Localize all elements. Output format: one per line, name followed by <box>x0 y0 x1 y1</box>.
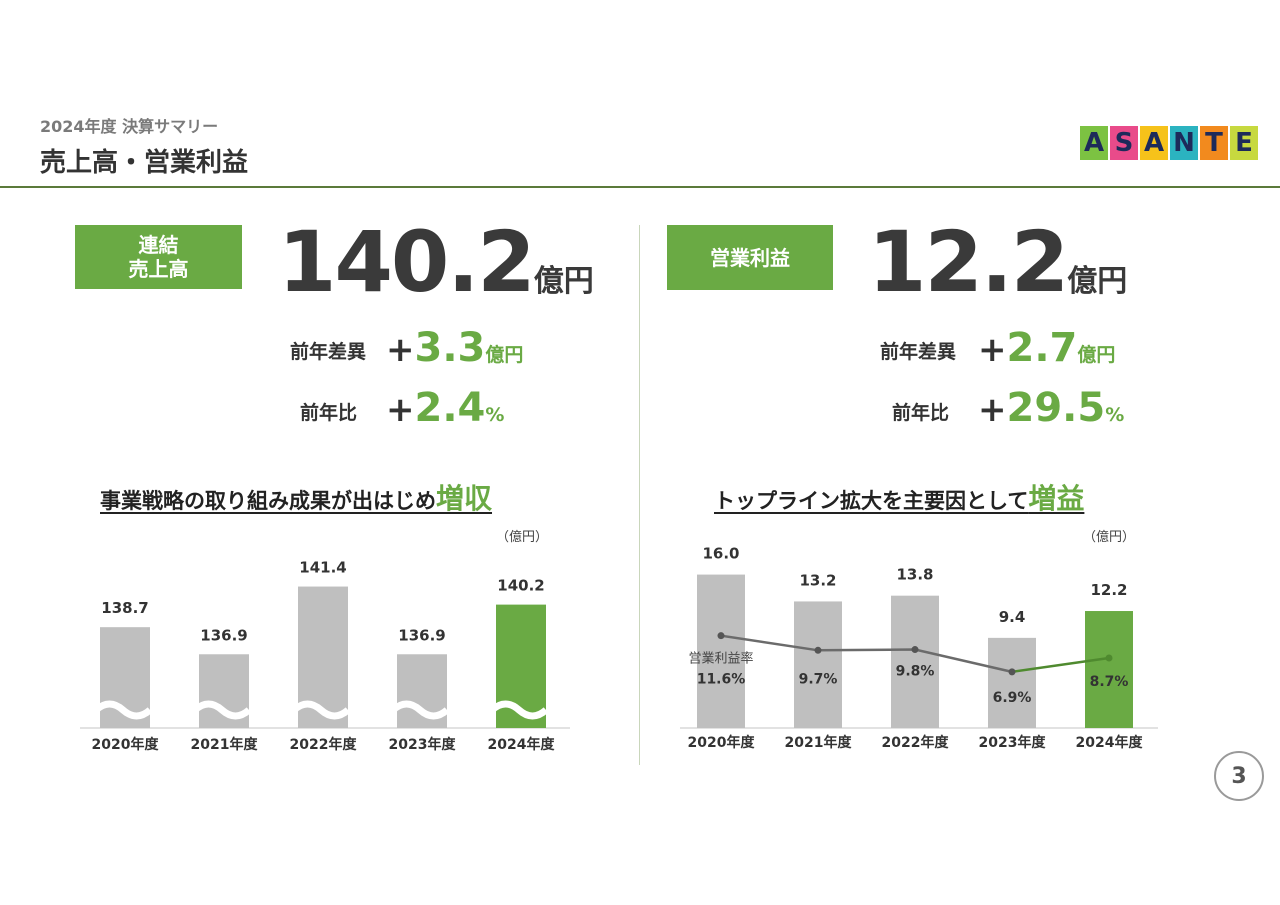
profit-margin-label: 9.7% <box>799 671 838 687</box>
profit-category-label: 2021年度 <box>785 734 853 751</box>
sales-chart-title: 事業戦略の取り組み成果が出はじめ増収 <box>100 477 492 517</box>
page-subtitle: 2024年度 決算サマリー <box>40 117 219 136</box>
sales-data-label: 136.9 <box>398 626 445 644</box>
page-title: 売上高・営業利益 <box>40 148 249 178</box>
sales-chart-unit: （億円） <box>496 530 549 545</box>
profit-unit: 億円 <box>1067 264 1128 299</box>
sales-diff-unit: 億円 <box>485 344 524 366</box>
logo-letter-4: T <box>1200 126 1228 160</box>
profit-data-label: 13.8 <box>896 566 933 584</box>
sales-category-label: 2022年度 <box>290 736 358 753</box>
sales-ratio-unit: % <box>485 404 505 426</box>
logo-letter-5: E <box>1230 126 1258 160</box>
profit-label-box: 営業利益 <box>667 225 833 290</box>
profit-bar <box>794 601 842 728</box>
profit-category-label: 2020年度 <box>688 734 756 751</box>
profit-margin-label: 6.9% <box>993 690 1032 706</box>
sales-value: 140.2 <box>278 213 536 311</box>
profit-category-label: 2022年度 <box>882 734 950 751</box>
profit-diff-unit: 億円 <box>1077 344 1116 366</box>
logo-letter-3: N <box>1170 126 1198 160</box>
page-number: 3 <box>1214 751 1264 801</box>
profit-ratio: +29.5% <box>978 388 1124 430</box>
profit-margin-point <box>1008 668 1016 676</box>
sales-data-label: 136.9 <box>200 626 247 644</box>
sales-axis-break <box>489 700 549 720</box>
header-rule <box>0 186 1280 188</box>
profit-diff-value: 2.7 <box>1006 325 1078 371</box>
profit-chart-unit: （億円） <box>1083 530 1136 545</box>
profit-margin-line <box>720 634 1013 674</box>
sales-data-label: 140.2 <box>497 577 544 595</box>
profit-chart-title-accent: 増益 <box>1028 482 1085 515</box>
sales-axis-break <box>192 700 252 720</box>
sales-diff-sign: + <box>386 330 415 370</box>
profit-margin-point <box>1105 654 1113 662</box>
sales-category-label: 2020年度 <box>92 736 160 753</box>
sales-ratio-sign: + <box>386 390 415 430</box>
profit-margin-point <box>814 646 822 654</box>
profit-bar <box>697 574 745 728</box>
center-divider <box>639 225 640 765</box>
profit-bar <box>1085 611 1133 728</box>
sales-diff-label: 前年差異 <box>290 341 367 363</box>
profit-category-label: 2023年度 <box>979 734 1047 751</box>
profit-bar-chart: 16.0 2020年度 13.2 2021年度 13.8 2022年度 9.4 2023年度 1… <box>680 545 1158 751</box>
profit-chart-title-main: トップライン拡大を主要因として <box>714 489 1029 513</box>
profit-diff: +2.7億円 <box>978 328 1115 370</box>
profit-ratio-value: 29.5 <box>1006 385 1106 431</box>
profit-diff-sign: + <box>978 330 1007 370</box>
profit-margin-point <box>911 646 919 654</box>
sales-label-box: 連結 売上高 <box>75 225 242 289</box>
sales-bar-chart: 138.7 2020年度 136.9 2021年度 141.4 2022年度 136.9 20… <box>80 559 570 753</box>
sales-diff-value: 3.3 <box>414 325 486 371</box>
logo-letter-1: S <box>1110 126 1138 160</box>
profit-bar <box>891 595 939 728</box>
profit-kpi: 12.2億円 <box>868 220 1127 304</box>
profit-data-label: 13.2 <box>799 571 836 589</box>
profit-diff-label: 前年差異 <box>880 341 957 363</box>
sales-data-label: 141.4 <box>299 559 346 577</box>
sales-kpi: 140.2億円 <box>278 220 594 304</box>
profit-margin-series-name: 営業利益率 <box>688 651 753 667</box>
sales-chart-title-accent: 増収 <box>436 482 493 515</box>
profit-ratio-unit: % <box>1105 404 1125 426</box>
sales-axis-break <box>390 700 450 720</box>
sales-chart-title-main: 事業戦略の取り組み成果が出はじめ <box>100 489 436 513</box>
sales-diff: +3.3億円 <box>386 328 523 370</box>
profit-data-label: 12.2 <box>1090 581 1127 599</box>
profit-margin-label: 9.8% <box>896 664 935 680</box>
profit-bar <box>988 637 1036 728</box>
profit-data-label: 9.4 <box>999 608 1026 626</box>
logo-letter-2: A <box>1140 126 1168 160</box>
logo-letter-0: A <box>1080 126 1108 160</box>
sales-ratio-value: 2.4 <box>414 385 486 431</box>
sales-category-label: 2021年度 <box>191 736 259 753</box>
sales-unit: 億円 <box>533 264 594 299</box>
profit-margin-label: 8.7% <box>1090 674 1129 690</box>
profit-data-label: 16.0 <box>702 545 739 563</box>
sales-category-label: 2024年度 <box>488 736 556 753</box>
sales-ratio: +2.4% <box>386 388 504 430</box>
sales-ratio-label: 前年比 <box>300 402 358 424</box>
profit-ratio-sign: + <box>978 390 1007 430</box>
profit-margin-label: 11.6% <box>697 672 746 688</box>
profit-margin-point <box>717 632 725 640</box>
sales-axis-break <box>93 700 153 720</box>
sales-category-label: 2023年度 <box>389 736 457 753</box>
sales-axis-break <box>291 700 351 720</box>
profit-category-label: 2024年度 <box>1076 734 1144 751</box>
profit-ratio-label: 前年比 <box>892 402 950 424</box>
sales-data-label: 138.7 <box>101 599 148 617</box>
profit-chart-title: トップライン拡大を主要因として増益 <box>714 477 1084 517</box>
profit-value: 12.2 <box>868 213 1069 311</box>
profit-margin-line-latest <box>1011 656 1110 674</box>
